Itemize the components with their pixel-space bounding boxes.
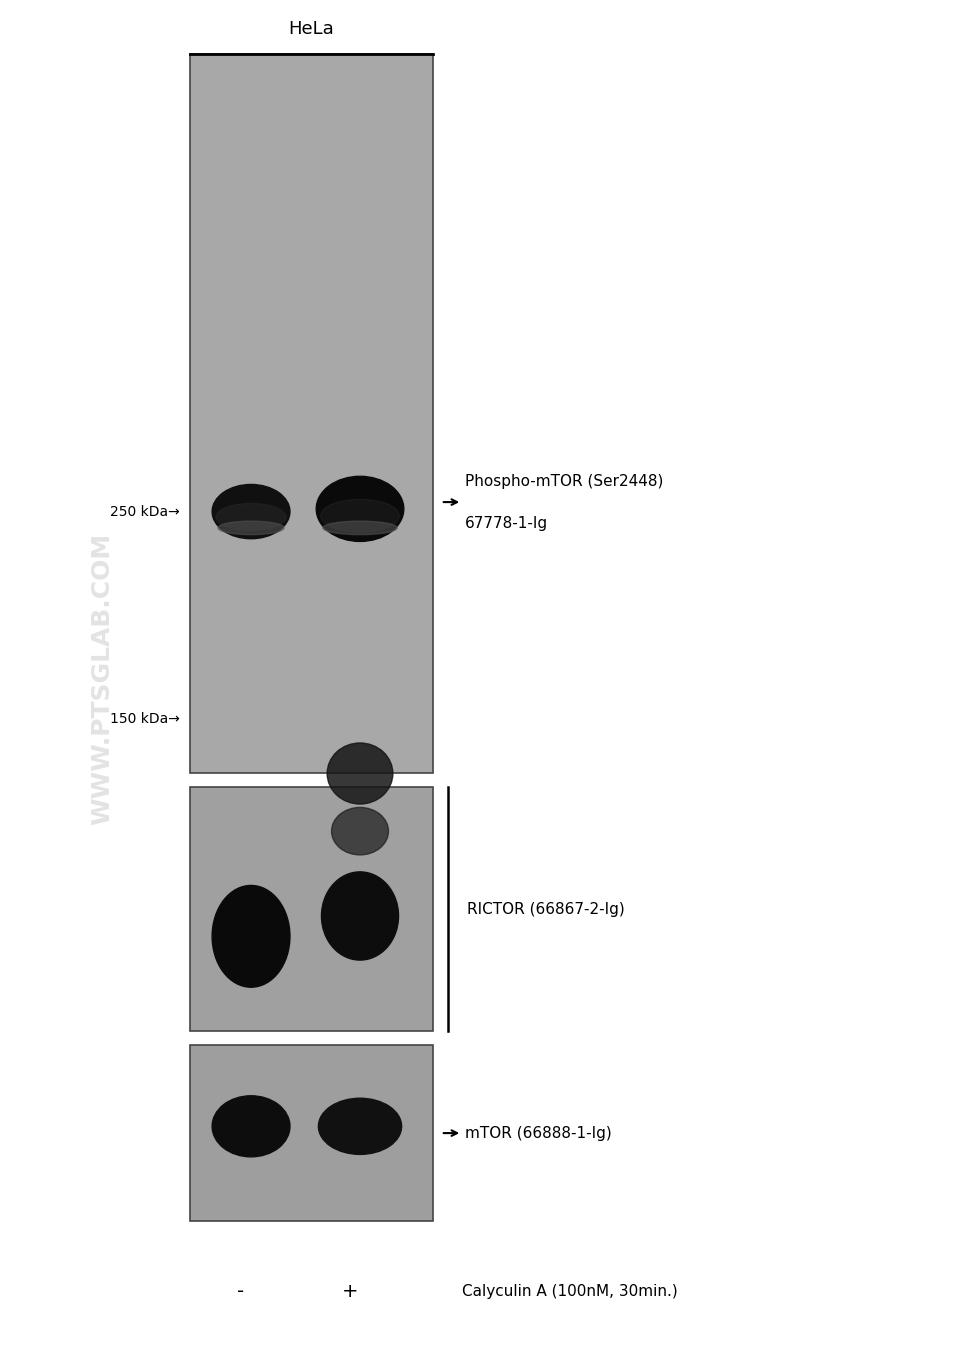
Ellipse shape [321,871,399,961]
Ellipse shape [212,885,290,988]
Ellipse shape [216,503,286,531]
Ellipse shape [218,521,284,535]
Text: 250 kDa→: 250 kDa→ [110,505,180,518]
Text: Calyculin A (100nM, 30min.): Calyculin A (100nM, 30min.) [462,1284,678,1300]
Ellipse shape [212,484,290,539]
Text: +: + [342,1282,358,1301]
Text: HeLa: HeLa [288,20,335,38]
Bar [190,54,433,773]
Text: 150 kDa→: 150 kDa→ [110,712,180,726]
Text: -: - [236,1282,244,1301]
Text: Phospho-mTOR (Ser2448): Phospho-mTOR (Ser2448) [465,474,664,489]
Ellipse shape [212,1096,290,1156]
Ellipse shape [323,521,397,535]
Ellipse shape [321,499,399,532]
Text: mTOR (66888-1-Ig): mTOR (66888-1-Ig) [465,1125,612,1141]
Ellipse shape [327,742,393,803]
Ellipse shape [318,1098,402,1155]
Bar [190,1045,433,1221]
Text: 67778-1-Ig: 67778-1-Ig [465,516,548,531]
Ellipse shape [332,807,388,855]
Bar [190,787,433,1031]
Text: WWW.PTSGLAB.COM: WWW.PTSGLAB.COM [90,532,114,825]
Ellipse shape [316,476,404,541]
Text: RICTOR (66867-2-Ig): RICTOR (66867-2-Ig) [467,901,625,917]
